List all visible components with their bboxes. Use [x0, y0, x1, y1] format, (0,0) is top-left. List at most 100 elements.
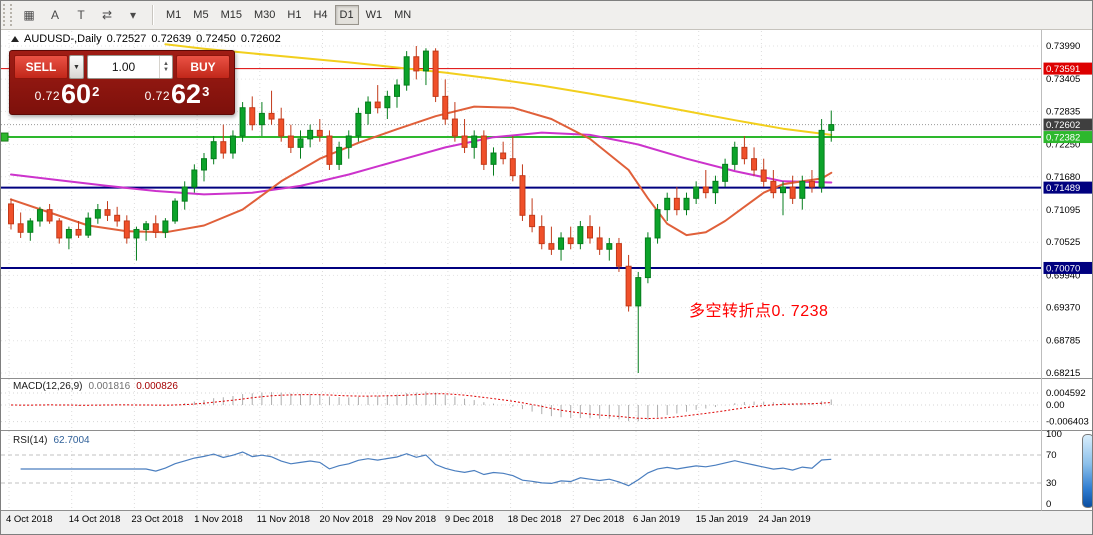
timeframe-m30[interactable]: M30: [249, 5, 280, 25]
candle: [596, 237, 603, 250]
price-badge: [1043, 261, 1092, 274]
timeframe-m15[interactable]: M15: [216, 5, 247, 25]
candle: [123, 220, 130, 239]
toolbar-grip[interactable]: [3, 4, 12, 26]
candle: [760, 169, 767, 182]
candle: [46, 209, 53, 222]
price-axis-label: 0.72250: [1046, 140, 1080, 151]
candle: [529, 214, 536, 228]
sell-price[interactable]: 0.72 60 2: [12, 81, 122, 108]
price-axis[interactable]: 0.73990 0.73405 0.72835 0.72250 0.71680 0.710…: [1043, 41, 1093, 510]
candle: [384, 95, 391, 109]
candle: [17, 223, 24, 233]
tools-dropdown[interactable]: ▾: [121, 5, 145, 25]
candle: [558, 237, 565, 250]
candle: [355, 112, 362, 137]
panel-separators[interactable]: [1, 29, 1093, 511]
candle: [480, 135, 487, 165]
timeframe-d1[interactable]: D1: [334, 5, 359, 25]
candle: [471, 135, 478, 148]
date-axis-label: 14 Oct 2018: [69, 514, 121, 525]
buy-price-big: 62: [171, 79, 202, 109]
candles: [8, 46, 835, 373]
volume-value: 1.00: [111, 60, 136, 74]
timeframe-h4[interactable]: H4: [308, 5, 332, 25]
rsi-axis-label: 100: [1046, 429, 1062, 440]
date-axis-label: 20 Nov 2018: [320, 514, 374, 525]
cursor-tool[interactable]: A: [43, 5, 67, 25]
date-axis-label: 6 Jan 2019: [633, 514, 680, 525]
chart-grid-tool[interactable]: ▦: [17, 5, 41, 25]
candle: [780, 186, 786, 194]
price-badge: [1043, 181, 1092, 194]
candle: [693, 186, 700, 199]
candle: [133, 228, 140, 239]
orange-fast-ma: [10, 105, 833, 237]
candle: [683, 197, 690, 211]
candle: [606, 243, 613, 250]
candle: [818, 129, 825, 188]
candle: [326, 135, 333, 165]
candle: [258, 112, 265, 126]
timeframe-mn[interactable]: MN: [389, 5, 416, 25]
date-axis-label: 9 Dec 2018: [445, 514, 494, 525]
candle: [751, 158, 758, 171]
sell-price-prefix: 0.72: [34, 88, 61, 103]
moving-averages: [10, 43, 833, 237]
price-axis-label: 0.68785: [1046, 336, 1080, 347]
candle: [278, 118, 285, 137]
gradient-scale-widget[interactable]: [1082, 434, 1092, 508]
text-tool[interactable]: T: [69, 5, 93, 25]
macd-name: MACD(12,26,9): [13, 381, 83, 392]
candle: [654, 209, 661, 239]
candle: [191, 169, 198, 188]
shift-tool[interactable]: ⇄: [95, 5, 119, 25]
timeframe-m1[interactable]: M1: [161, 5, 186, 25]
timeframe-h1[interactable]: H1: [282, 5, 306, 25]
timeframe-w1[interactable]: W1: [361, 5, 388, 25]
candle: [615, 243, 622, 267]
buy-price[interactable]: 0.72 62 3: [122, 79, 232, 109]
timeframe-m5[interactable]: M5: [188, 5, 213, 25]
candle: [94, 209, 101, 219]
spinner-down-icon: ▼: [163, 67, 169, 73]
macd-axis-label: 0.00: [1046, 400, 1065, 411]
candle: [635, 277, 642, 307]
price-badge: [1043, 118, 1092, 131]
candle: [577, 226, 584, 245]
buy-price-pipette: 3: [202, 84, 210, 99]
candle: [365, 101, 372, 114]
price-axis-label: 0.69940: [1046, 270, 1080, 281]
toolbar-separator: [152, 5, 154, 25]
date-axis-label: 24 Jan 2019: [758, 514, 810, 525]
rsi-label: RSI(14) 62.7004: [13, 435, 90, 446]
date-axis-label: 1 Nov 2018: [194, 514, 243, 525]
candle: [220, 141, 227, 154]
macd-signal-value: 0.000826: [136, 381, 178, 392]
price-badge-label: 0.73591: [1046, 64, 1080, 75]
date-axis[interactable]: 4 Oct 2018 14 Oct 2018 23 Oct 2018 1 Nov 20…: [6, 514, 811, 525]
buy-button[interactable]: BUY: [176, 55, 230, 79]
candle: [451, 118, 458, 137]
chart-collapse-icon[interactable]: [11, 36, 19, 42]
volume-dropdown-button[interactable]: ▼: [69, 55, 84, 79]
macd-axis-label: -0.006403: [1046, 417, 1089, 428]
sell-button[interactable]: SELL: [14, 55, 68, 79]
candle: [500, 152, 507, 160]
candle: [548, 243, 555, 250]
candle: [104, 209, 111, 216]
volume-input[interactable]: 1.00 ▲ ▼: [87, 55, 173, 79]
candle: [249, 107, 256, 126]
ohlc-open: 0.72527: [106, 33, 147, 45]
price-badge-label: 0.72382: [1046, 133, 1080, 144]
volume-spinner[interactable]: ▲ ▼: [159, 56, 172, 78]
candle: [162, 220, 169, 233]
candle: [422, 50, 429, 72]
candle: [297, 138, 304, 148]
candle: [172, 200, 179, 222]
price-axis-label: 0.73405: [1046, 74, 1080, 85]
candle: [27, 220, 34, 233]
candle: [65, 228, 72, 239]
toolbar: ▦ A T ⇄ ▾ M1 M5 M15 M30 H1 H4 D1 W1 MN: [1, 1, 1092, 30]
